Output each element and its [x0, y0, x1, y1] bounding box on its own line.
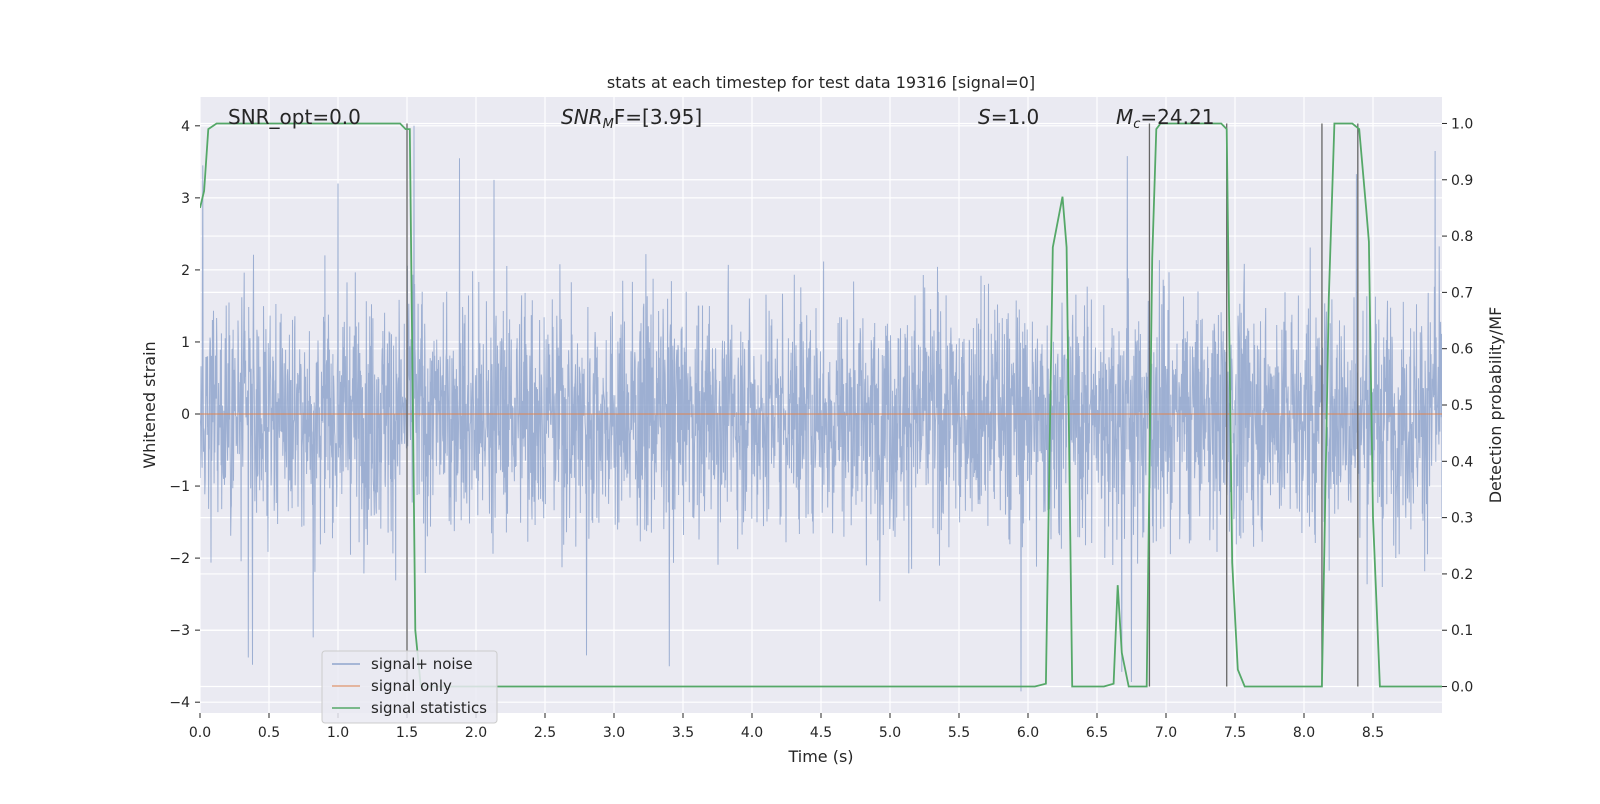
x-tick-label: 6.0: [1017, 725, 1039, 741]
legend-label-signal-statistics: signal statistics: [371, 699, 487, 717]
x-tick-label: 7.0: [1155, 725, 1177, 741]
y-right-tick-label: 0.5: [1451, 398, 1473, 414]
x-tick-label: 1.0: [327, 725, 349, 741]
annotation-mc-sub: c: [1133, 117, 1140, 132]
annotation-snr-opt: SNR_opt=0.0: [228, 105, 361, 129]
y-tick-label: 3: [181, 191, 190, 207]
x-tick-label: 3.5: [672, 725, 694, 741]
ticks: 0.0 0.5 1.0 1.5 2.0 2.5 3.0 3.5 4.0 4.5 5.0 5.5 6.0 6…: [169, 116, 1473, 741]
annotation-s: S=1.0: [978, 105, 1039, 129]
y-right-tick-label: 0.3: [1451, 511, 1473, 527]
x-tick-label: 7.5: [1224, 725, 1246, 741]
signal-statistics-series: [200, 122, 1442, 688]
annotation-snr-mf-rest: F=[3.95]: [614, 105, 702, 129]
x-tick-label: 5.0: [879, 725, 901, 741]
annotation-s-italic: S: [978, 105, 991, 129]
legend-box: [321, 650, 498, 724]
x-tick-label: 1.5: [396, 725, 418, 741]
y-right-tick-label: 0.0: [1451, 680, 1473, 696]
annotation-s-rest: =1.0: [991, 105, 1040, 129]
y-tick-label: −4: [169, 695, 190, 711]
annotation-snr-mf-main: SNR: [561, 105, 603, 129]
y-axis-label: Whitened strain: [140, 341, 159, 468]
x-tick-label: 4.0: [741, 725, 763, 741]
signal-statistics-line: [200, 122, 1442, 688]
x-tick-label: 5.5: [948, 725, 970, 741]
y-tick-label: −2: [169, 551, 190, 567]
annotation-mc: Mc=24.21: [1116, 105, 1214, 132]
y-right-tick-label: 0.9: [1451, 173, 1473, 189]
legend-label-signal-noise: signal+ noise: [371, 655, 473, 673]
x-tick-label: 3.0: [603, 725, 625, 741]
y-right-tick-label: 0.6: [1451, 342, 1473, 358]
x-axis-label: Time (s): [787, 747, 853, 766]
x-tick-label: 6.5: [1086, 725, 1108, 741]
y-tick-label: 2: [181, 263, 190, 279]
y-tick-label: −1: [169, 479, 190, 495]
y-right-tick-label: 0.1: [1451, 623, 1473, 639]
x-tick-label: 0.0: [189, 725, 211, 741]
x-tick-label: 2.0: [465, 725, 487, 741]
annotation-snr-mf-sub: M: [603, 117, 614, 132]
chart-title: stats at each timestep for test data 193…: [607, 73, 1035, 92]
y-right-tick-label: 1.0: [1451, 116, 1473, 132]
y-right-tick-label: 0.2: [1451, 567, 1473, 583]
annotation-mc-italic: M: [1116, 105, 1133, 129]
x-tick-label: 8.0: [1293, 725, 1315, 741]
legend-label-signal-only: signal only: [371, 677, 452, 695]
x-tick-label: 2.5: [534, 725, 556, 741]
y-right-tick-label: 0.7: [1451, 285, 1473, 301]
y-axis-right-label: Detection probability/MF: [1486, 307, 1505, 504]
y-right-tick-label: 0.4: [1451, 454, 1473, 470]
y-tick-label: 0: [181, 407, 190, 423]
y-tick-label: 4: [181, 119, 190, 135]
legend: signal+ noise signal only signal statist…: [321, 650, 498, 724]
x-tick-label: 0.5: [258, 725, 280, 741]
y-right-tick-label: 0.8: [1451, 229, 1473, 245]
y-tick-label: −3: [169, 623, 190, 639]
y-tick-label: 1: [181, 335, 190, 351]
annotation-snr-mf: SNRMF=[3.95]: [561, 105, 702, 132]
x-tick-label: 4.5: [810, 725, 832, 741]
x-tick-label: 8.5: [1362, 725, 1384, 741]
annotation-mc-rest: =24.21: [1140, 105, 1214, 129]
